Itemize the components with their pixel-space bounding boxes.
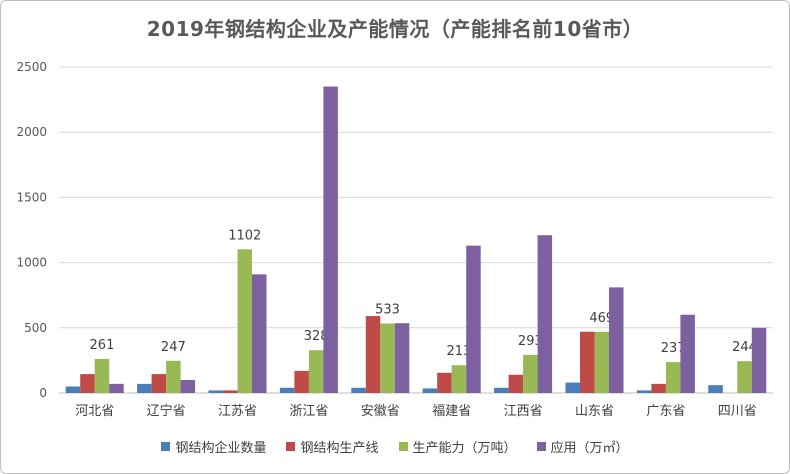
bar (166, 360, 181, 393)
legend-label: 钢结构生产线 (300, 441, 379, 456)
bar (237, 249, 252, 393)
bar (308, 350, 324, 393)
x-tick-label: 四川省 (718, 404, 757, 419)
x-tick-label: 广东省 (646, 404, 685, 419)
bar (580, 331, 595, 393)
bar (665, 362, 681, 393)
bar (223, 390, 238, 393)
bar (80, 374, 95, 393)
bar (151, 374, 167, 393)
data-label: 244 (732, 340, 757, 355)
legend-item: 应用（万㎡） (536, 437, 629, 456)
bar (609, 287, 624, 393)
x-tick-label: 江苏省 (218, 403, 257, 419)
x-tick-label: 福建省 (432, 404, 471, 419)
legend-label: 生产能力（万吨） (412, 441, 517, 456)
bar (680, 314, 695, 393)
x-tick-label: 山东省 (575, 404, 614, 419)
bar (751, 327, 767, 393)
data-label: 213 (447, 344, 472, 359)
x-tick-label: 辽宁省 (147, 403, 186, 419)
y-tick-label: 0 (39, 386, 47, 400)
bar (380, 323, 395, 393)
y-tick-label: 2000 (16, 125, 47, 139)
y-tick-label: 1500 (16, 190, 47, 204)
bar (737, 361, 752, 393)
bar (180, 379, 196, 393)
bar (294, 370, 309, 393)
bar (508, 374, 524, 393)
data-label: 247 (161, 340, 186, 355)
bar (466, 245, 481, 393)
bar (252, 274, 267, 393)
bar (537, 235, 553, 393)
bar (523, 354, 538, 393)
bar (279, 387, 295, 393)
legend-item: 生产能力（万吨） (398, 437, 517, 456)
legend-label: 钢结构企业数量 (175, 441, 267, 456)
bar (365, 316, 381, 393)
x-tick-label: 浙江省 (289, 404, 328, 419)
legend-swatch (161, 442, 171, 451)
data-label: 328 (304, 329, 329, 344)
data-label: 1102 (228, 228, 261, 243)
bar (594, 331, 609, 393)
bar (636, 390, 652, 393)
bar (422, 388, 438, 393)
bar (451, 365, 467, 393)
bar (323, 86, 338, 393)
bar (651, 383, 666, 393)
bar (394, 323, 410, 393)
legend-item: 钢结构生产线 (286, 437, 379, 456)
y-tick-label: 2500 (16, 60, 47, 74)
x-tick-label: 河北省 (75, 404, 114, 419)
legend-swatch (398, 442, 408, 451)
y-tick-label: 1000 (16, 256, 47, 270)
bar (94, 358, 110, 393)
legend: 钢结构企业数量 钢结构生产线 生产能力（万吨） 应用（万㎡） (1, 437, 789, 456)
chart-title: 2019年钢结构企业及产能情况（产能排名前10省市） (146, 17, 644, 41)
legend-swatch (286, 442, 296, 451)
legend-label: 应用（万㎡） (550, 441, 629, 456)
y-tick-label: 500 (24, 321, 47, 335)
data-label: 293 (518, 334, 543, 349)
bar (137, 383, 152, 393)
data-label: 533 (375, 302, 400, 317)
bar (351, 387, 366, 393)
legend-swatch (536, 442, 546, 451)
bar (437, 372, 452, 393)
data-label: 261 (90, 338, 115, 353)
bar (565, 382, 580, 393)
legend-item: 钢结构企业数量 (161, 437, 266, 456)
bar (109, 383, 124, 393)
bar (708, 385, 723, 393)
data-label: 469 (589, 311, 614, 326)
x-tick-label: 安徽省 (361, 404, 400, 419)
data-label: 237 (661, 341, 686, 356)
bar (494, 387, 509, 393)
bar (208, 390, 223, 393)
bar (65, 386, 81, 393)
x-tick-label: 江西省 (504, 404, 543, 419)
